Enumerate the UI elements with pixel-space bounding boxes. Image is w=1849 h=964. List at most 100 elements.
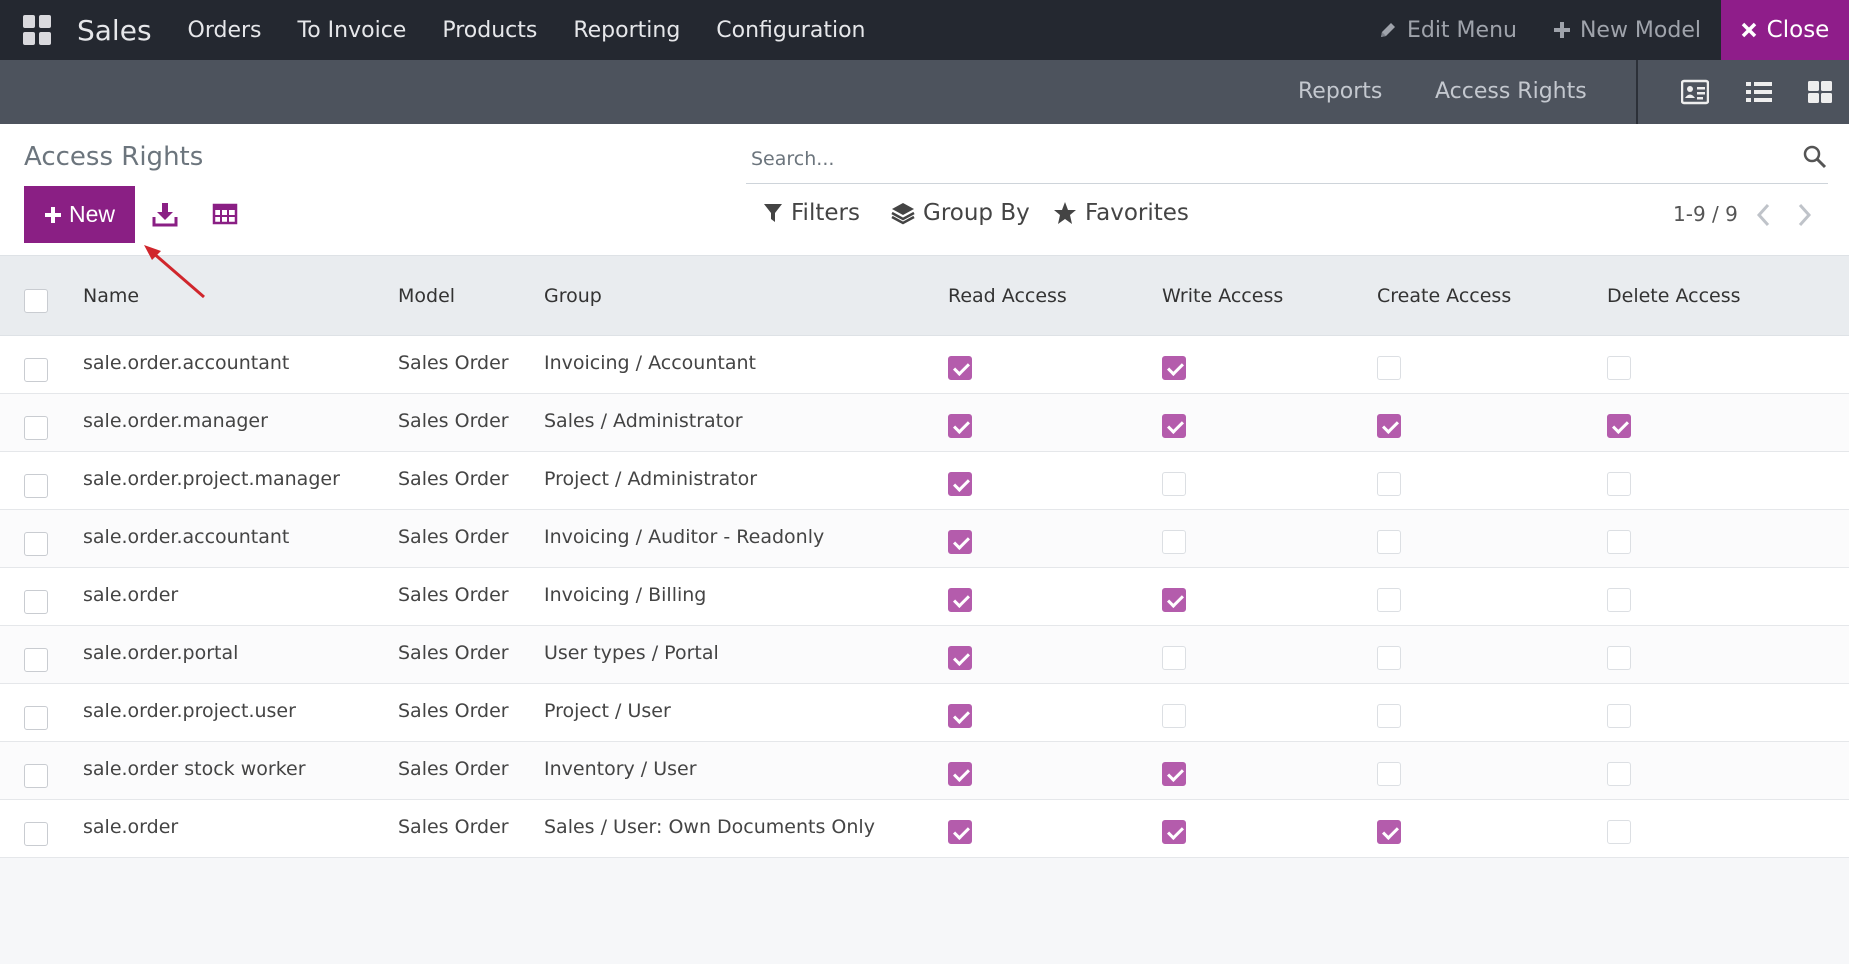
create-access-checkbox[interactable] [1377, 646, 1401, 670]
edit-menu-button[interactable]: Edit Menu [1360, 18, 1535, 43]
cell-name: sale.order.manager [83, 410, 268, 432]
group-by-button[interactable]: Group By [891, 200, 1030, 226]
kanban-view-icon[interactable] [1806, 79, 1834, 105]
create-access-checkbox[interactable] [1377, 530, 1401, 554]
list-view-icon[interactable] [1745, 79, 1773, 105]
pager-value[interactable]: 1-9 / 9 [1673, 202, 1738, 226]
delete-access-checkbox[interactable] [1607, 356, 1631, 380]
access-rights-table: Name Model Group Read Access Write Acces… [0, 256, 1849, 858]
read-access-checkbox[interactable] [948, 704, 972, 728]
delete-access-checkbox[interactable] [1607, 762, 1631, 786]
table-row[interactable]: sale.order.manager Sales Order Sales / Adm… [0, 394, 1849, 452]
row-select-checkbox[interactable] [24, 532, 48, 556]
create-access-checkbox[interactable] [1377, 414, 1401, 438]
select-all-checkbox[interactable] [24, 289, 48, 313]
create-access-checkbox[interactable] [1377, 356, 1401, 380]
write-access-checkbox[interactable] [1162, 646, 1186, 670]
write-access-checkbox[interactable] [1162, 414, 1186, 438]
chevron-left-icon[interactable] [1753, 202, 1775, 228]
delete-access-checkbox[interactable] [1607, 646, 1631, 670]
menu-orders[interactable]: Orders [187, 17, 262, 43]
delete-access-checkbox[interactable] [1607, 472, 1631, 496]
write-access-checkbox[interactable] [1162, 356, 1186, 380]
tab-reports[interactable]: Reports [1298, 79, 1383, 104]
create-access-checkbox[interactable] [1377, 762, 1401, 786]
pencil-icon [1380, 23, 1395, 37]
new-button[interactable]: New [24, 186, 135, 243]
download-icon[interactable] [151, 200, 179, 228]
row-select-checkbox[interactable] [24, 764, 48, 788]
row-select-checkbox[interactable] [24, 706, 48, 730]
read-access-checkbox[interactable] [948, 414, 972, 438]
star-icon [1054, 202, 1076, 224]
table-row[interactable]: sale.order stock worker Sales Order Invent… [0, 742, 1849, 800]
cell-group: Invoicing / Billing [544, 584, 707, 606]
delete-access-checkbox[interactable] [1607, 588, 1631, 612]
row-select-checkbox[interactable] [24, 416, 48, 440]
table-row[interactable]: sale.order.portal Sales Order User types /… [0, 626, 1849, 684]
column-header-group[interactable]: Group [544, 285, 602, 307]
delete-access-checkbox[interactable] [1607, 704, 1631, 728]
column-header-read-access[interactable]: Read Access [948, 285, 1067, 307]
cell-name: sale.order.accountant [83, 352, 290, 374]
new-model-button[interactable]: New Model [1535, 18, 1719, 43]
tab-access-rights[interactable]: Access Rights [1435, 79, 1587, 104]
close-icon [1741, 22, 1756, 38]
favorites-button[interactable]: Favorites [1053, 200, 1189, 226]
read-access-checkbox[interactable] [948, 762, 972, 786]
write-access-checkbox[interactable] [1162, 762, 1186, 786]
delete-access-checkbox[interactable] [1607, 820, 1631, 844]
read-access-checkbox[interactable] [948, 820, 972, 844]
cell-group: Invoicing / Auditor - Readonly [544, 526, 825, 548]
menu-configuration[interactable]: Configuration [716, 17, 866, 43]
column-header-create-access[interactable]: Create Access [1377, 285, 1512, 307]
search-input[interactable] [751, 144, 1751, 174]
cell-name: sale.order.project.user [83, 700, 296, 722]
cell-model: Sales Order [398, 352, 509, 374]
apps-menu-icon[interactable] [23, 15, 53, 45]
row-select-checkbox[interactable] [24, 822, 48, 846]
read-access-checkbox[interactable] [948, 472, 972, 496]
spreadsheet-icon[interactable] [211, 200, 239, 228]
column-header-delete-access[interactable]: Delete Access [1607, 285, 1741, 307]
row-select-checkbox[interactable] [24, 474, 48, 498]
menu-reporting[interactable]: Reporting [573, 17, 681, 43]
column-header-name[interactable]: Name [83, 285, 140, 307]
column-header-write-access[interactable]: Write Access [1162, 285, 1284, 307]
delete-access-checkbox[interactable] [1607, 530, 1631, 554]
chevron-right-icon[interactable] [1793, 202, 1815, 228]
read-access-checkbox[interactable] [948, 588, 972, 612]
write-access-checkbox[interactable] [1162, 472, 1186, 496]
create-access-checkbox[interactable] [1377, 820, 1401, 844]
cell-model: Sales Order [398, 526, 509, 548]
table-row[interactable]: sale.order Sales Order Sales / User: Own D… [0, 800, 1849, 858]
read-access-checkbox[interactable] [948, 356, 972, 380]
menu-products[interactable]: Products [442, 17, 538, 43]
cell-group: Project / User [544, 700, 671, 722]
table-row[interactable]: sale.order.accountant Sales Order Invoicin… [0, 336, 1849, 394]
write-access-checkbox[interactable] [1162, 820, 1186, 844]
create-access-checkbox[interactable] [1377, 588, 1401, 612]
search-icon[interactable] [1802, 144, 1828, 170]
form-view-icon[interactable] [1681, 79, 1709, 105]
read-access-checkbox[interactable] [948, 530, 972, 554]
write-access-checkbox[interactable] [1162, 588, 1186, 612]
app-name[interactable]: Sales [77, 13, 152, 47]
table-row[interactable]: sale.order.project.user Sales Order Projec… [0, 684, 1849, 742]
table-row[interactable]: sale.order.project.manager Sales Order Pro… [0, 452, 1849, 510]
close-studio-button[interactable]: Close [1721, 0, 1849, 60]
row-select-checkbox[interactable] [24, 358, 48, 382]
write-access-checkbox[interactable] [1162, 704, 1186, 728]
create-access-checkbox[interactable] [1377, 472, 1401, 496]
read-access-checkbox[interactable] [948, 646, 972, 670]
filters-button[interactable]: Filters [763, 200, 860, 226]
column-header-model[interactable]: Model [398, 285, 456, 307]
delete-access-checkbox[interactable] [1607, 414, 1631, 438]
write-access-checkbox[interactable] [1162, 530, 1186, 554]
menu-to-invoice[interactable]: To Invoice [297, 17, 407, 43]
row-select-checkbox[interactable] [24, 590, 48, 614]
table-row[interactable]: sale.order.accountant Sales Order Invoicin… [0, 510, 1849, 568]
table-row[interactable]: sale.order Sales Order Invoicing / Billing [0, 568, 1849, 626]
row-select-checkbox[interactable] [24, 648, 48, 672]
create-access-checkbox[interactable] [1377, 704, 1401, 728]
